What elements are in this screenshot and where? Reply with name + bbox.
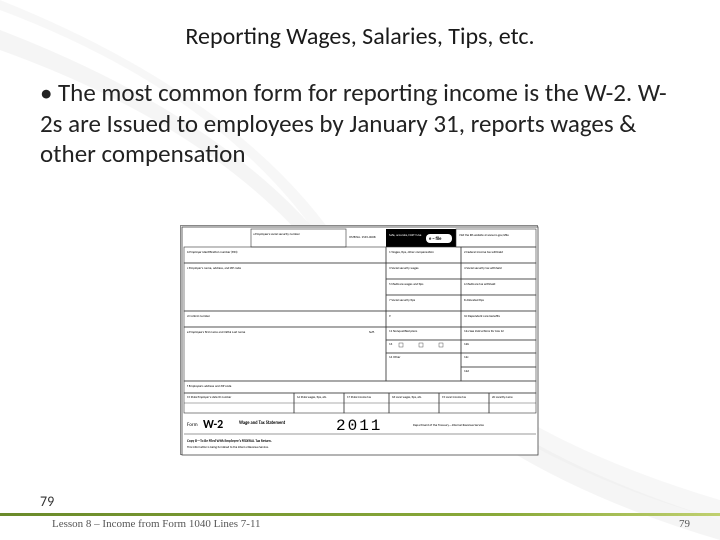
- footer-lesson-text: Lesson 8 – Income from Form 1040 Lines 7…: [52, 518, 261, 530]
- svg-text:16 State wages, tips, etc.: 16 State wages, tips, etc.: [297, 395, 327, 399]
- slide-title: Reporting Wages, Salaries, Tips, etc.: [0, 22, 720, 51]
- svg-text:Wage and Tax Statement: Wage and Tax Statement: [239, 421, 286, 426]
- svg-text:12b: 12b: [464, 342, 469, 346]
- page-number-left: 79: [40, 493, 54, 510]
- svg-text:Safe, accurate, FAST! Use: Safe, accurate, FAST! Use: [389, 233, 422, 237]
- svg-text:8 Allocated tips: 8 Allocated tips: [464, 298, 485, 302]
- svg-text:19 Local income tax: 19 Local income tax: [442, 395, 467, 399]
- page-number-right: 79: [679, 518, 690, 530]
- svg-text:Department of the Treasury—Int: Department of the Treasury—Internal Reve…: [413, 423, 484, 427]
- svg-text:e ~ file: e ~ file: [429, 237, 442, 242]
- bullet-text: The most common form for reporting incom…: [40, 77, 667, 169]
- svg-text:Form: Form: [187, 422, 198, 428]
- svg-text:12a See instructions for box: 12a See instructions for box 12: [464, 329, 504, 333]
- svg-text:13: 13: [389, 342, 393, 346]
- svg-text:e Employee's first name and i: e Employee's first name and initial Last…: [187, 330, 246, 334]
- svg-text:2 Federal income tax withheld: 2 Federal income tax withheld: [464, 250, 503, 254]
- svg-text:15 State Employer's state I: 15 State Employer's state ID number: [187, 395, 231, 399]
- svg-text:11 Nonqualified plans: 11 Nonqualified plans: [389, 329, 418, 333]
- w2-form-image: a Employee's social security number OMB …: [180, 225, 538, 455]
- svg-text:20 Locality name: 20 Locality name: [492, 395, 513, 399]
- svg-text:10 Dependent care benefits: 10 Dependent care benefits: [464, 314, 501, 318]
- svg-text:f Employee's address and ZIP: f Employee's address and ZIP code: [187, 384, 232, 388]
- svg-text:18 Local wages, tips, etc.: 18 Local wages, tips, etc.: [392, 395, 422, 399]
- svg-text:a Employee's social security: a Employee's social security number: [253, 232, 301, 236]
- footer-divider: [0, 513, 720, 516]
- svg-text:4 Social security tax withhel: 4 Social security tax withheld: [464, 266, 502, 270]
- svg-text:b Employer identification num: b Employer identification number (EIN): [187, 249, 238, 254]
- bullet-marker: •: [40, 78, 58, 109]
- bullet-paragraph: •The most common form for reporting inco…: [40, 78, 680, 170]
- svg-text:3 Social security wages: 3 Social security wages: [389, 266, 419, 270]
- svg-text:7 Social security tips: 7 Social security tips: [389, 298, 416, 302]
- svg-text:1 Wages, tips, other compensa: 1 Wages, tips, other compensation: [389, 250, 434, 254]
- svg-text:W-2: W-2: [203, 418, 223, 432]
- svg-text:This information is being furn: This information is being furnished to t…: [187, 445, 269, 449]
- svg-text:d Control number: d Control number: [187, 314, 211, 318]
- svg-text:12d: 12d: [464, 369, 469, 373]
- svg-text:12c: 12c: [464, 355, 469, 359]
- svg-text:2011: 2011: [336, 417, 382, 435]
- svg-text:Visit the IRS website at www.i: Visit the IRS website at www.irs.gov/efi…: [459, 233, 509, 237]
- svg-text:c Employer's name, address, a: c Employer's name, address, and ZIP code: [187, 266, 241, 270]
- svg-text:Suff.: Suff.: [369, 330, 375, 334]
- svg-text:5 Medicare wages and tips: 5 Medicare wages and tips: [389, 282, 424, 286]
- svg-text:OMB No. 1545-0008: OMB No. 1545-0008: [349, 235, 376, 239]
- svg-text:6 Medicare tax withheld: 6 Medicare tax withheld: [464, 282, 496, 286]
- svg-text:14 Other: 14 Other: [389, 355, 401, 359]
- svg-text:17 State income tax: 17 State income tax: [347, 395, 372, 399]
- svg-text:Copy B—To Be Filed With Employ: Copy B—To Be Filed With Employee's FEDER…: [187, 439, 272, 443]
